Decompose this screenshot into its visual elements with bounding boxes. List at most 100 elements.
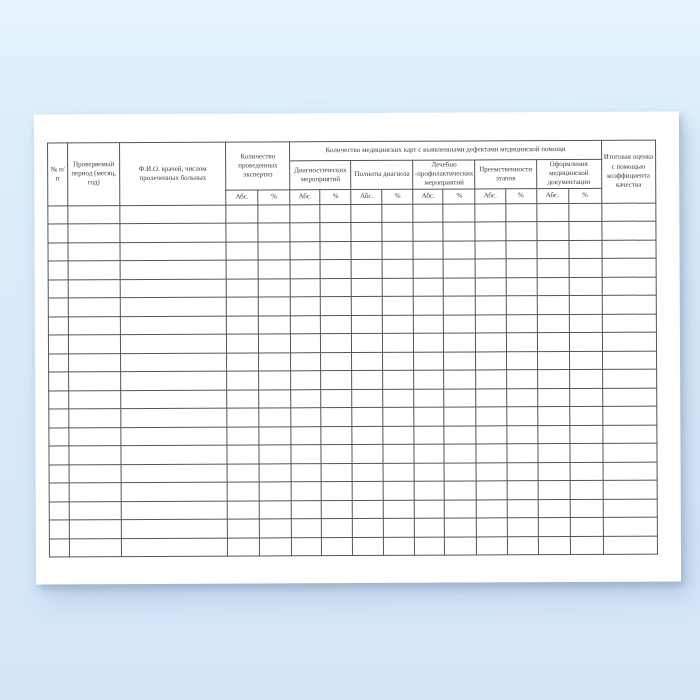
empty-cell xyxy=(601,258,657,278)
table-row xyxy=(49,535,658,558)
empty-cell xyxy=(537,425,570,444)
empty-cell xyxy=(258,297,291,316)
empty-cell xyxy=(537,536,571,555)
empty-cell xyxy=(443,351,477,371)
subheader-pct: % xyxy=(382,188,414,205)
subheader-abs: Абс. xyxy=(225,189,259,205)
empty-cell xyxy=(413,222,444,241)
empty-cell xyxy=(68,242,121,262)
empty-cell xyxy=(68,390,121,410)
empty-cell xyxy=(121,537,228,557)
empty-cell xyxy=(414,462,445,482)
empty-cell xyxy=(568,240,602,259)
empty-cell xyxy=(382,203,414,223)
empty-cell xyxy=(290,259,321,279)
empty-cell xyxy=(351,352,383,371)
empty-cell xyxy=(258,371,291,390)
empty-cell xyxy=(382,370,415,390)
empty-cell xyxy=(320,204,352,223)
empty-cell xyxy=(568,221,602,241)
empty-cell xyxy=(68,297,121,317)
empty-cell xyxy=(351,204,383,223)
empty-cell xyxy=(414,407,445,426)
empty-cell xyxy=(443,277,476,297)
empty-cell xyxy=(49,520,70,539)
empty-cell xyxy=(601,221,656,241)
empty-cell xyxy=(49,483,70,502)
empty-cell xyxy=(537,462,570,481)
empty-cell xyxy=(537,443,570,463)
quality-control-table: № п/п Проверяемый период (месяц, год) Ф.… xyxy=(47,140,658,558)
empty-cell xyxy=(444,407,477,426)
empty-cell xyxy=(444,388,477,408)
empty-cell xyxy=(49,464,70,484)
empty-cell xyxy=(258,241,291,261)
empty-cell xyxy=(227,537,260,557)
empty-cell xyxy=(290,204,321,224)
empty-cell xyxy=(569,443,603,463)
empty-cell xyxy=(602,443,658,463)
empty-cell xyxy=(258,223,291,242)
empty-cell xyxy=(414,481,445,500)
empty-cell xyxy=(444,462,477,482)
subheader-pct: % xyxy=(443,188,476,204)
empty-cell xyxy=(413,314,444,334)
group-header-documentation: Оформления медицинской документации xyxy=(536,159,602,189)
empty-cell xyxy=(443,314,476,334)
empty-cell xyxy=(382,333,414,353)
empty-cell xyxy=(568,203,602,222)
empty-cell xyxy=(120,334,227,354)
empty-cell xyxy=(68,334,121,354)
group-header-diagnostic: Диагностических мероприятий xyxy=(289,160,352,190)
empty-cell xyxy=(49,501,70,521)
empty-cell xyxy=(120,297,227,317)
empty-cell xyxy=(603,535,658,555)
empty-cell xyxy=(320,315,352,334)
empty-cell xyxy=(120,260,227,280)
empty-cell xyxy=(443,333,476,352)
empty-cell xyxy=(259,482,292,501)
empty-cell xyxy=(226,315,259,335)
empty-cell xyxy=(291,500,322,520)
empty-cell xyxy=(568,277,602,296)
empty-cell xyxy=(382,259,414,279)
empty-cell xyxy=(120,352,227,372)
empty-cell xyxy=(352,463,384,482)
empty-cell xyxy=(602,480,658,500)
empty-cell xyxy=(506,406,538,426)
empty-cell xyxy=(259,519,292,538)
empty-cell xyxy=(602,350,657,370)
empty-cell xyxy=(290,315,321,335)
empty-cell xyxy=(321,444,353,464)
empty-cell xyxy=(569,351,603,370)
empty-cell xyxy=(476,407,507,426)
empty-cell xyxy=(444,518,477,537)
empty-cell xyxy=(352,518,384,538)
paper-sheet: № п/п Проверяемый период (месяц, год) Ф.… xyxy=(33,111,682,585)
empty-cell xyxy=(475,277,506,297)
empty-cell xyxy=(259,445,292,464)
empty-cell xyxy=(351,241,383,260)
empty-cell xyxy=(291,463,322,483)
empty-cell xyxy=(121,482,228,502)
empty-cell xyxy=(536,203,569,222)
empty-cell xyxy=(414,518,445,537)
empty-cell xyxy=(320,259,352,279)
empty-cell xyxy=(475,314,506,334)
empty-cell xyxy=(291,518,322,538)
empty-cell xyxy=(444,444,477,463)
empty-cell xyxy=(383,536,415,556)
empty-cell xyxy=(506,351,538,371)
empty-cell xyxy=(47,224,69,243)
empty-cell xyxy=(476,425,507,445)
empty-cell xyxy=(569,425,603,444)
empty-cell xyxy=(505,258,537,278)
empty-cell xyxy=(321,518,353,538)
empty-cell xyxy=(536,295,569,315)
empty-cell xyxy=(506,369,538,389)
empty-cell xyxy=(68,427,122,447)
empty-cell xyxy=(602,424,657,444)
empty-cell xyxy=(382,222,414,242)
empty-cell xyxy=(569,406,603,426)
empty-cell xyxy=(475,333,507,352)
